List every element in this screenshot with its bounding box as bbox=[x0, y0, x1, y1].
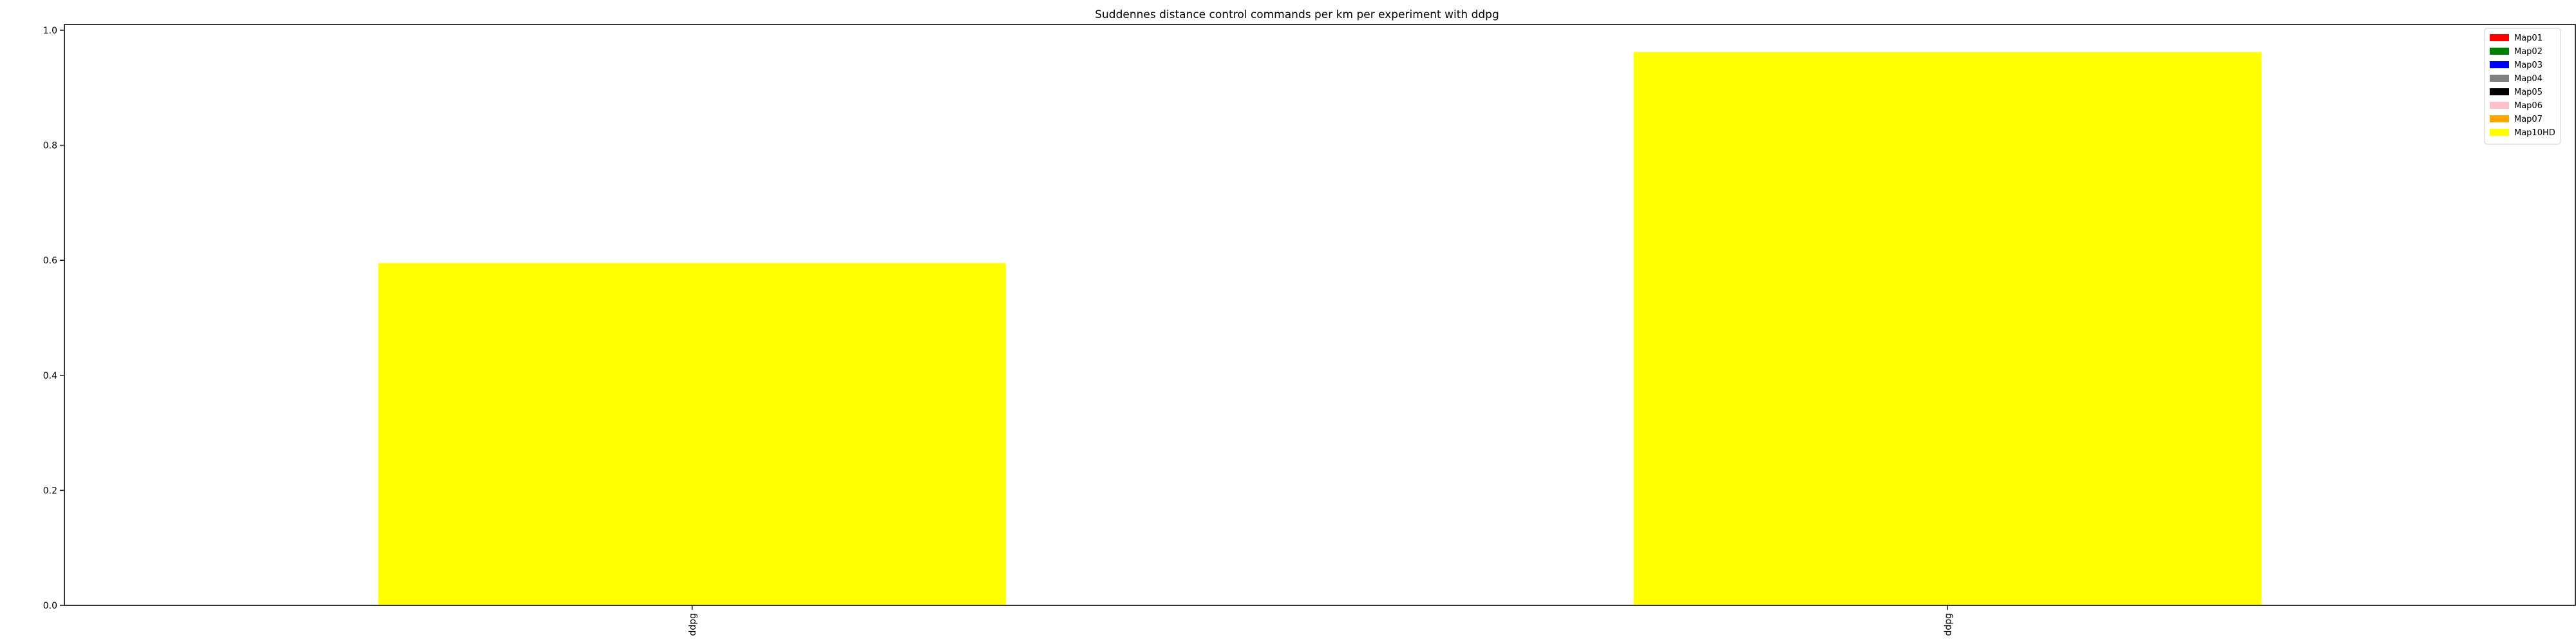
legend-label-map02: Map02 bbox=[2514, 47, 2543, 57]
legend-label-map04: Map04 bbox=[2514, 74, 2543, 84]
y-tick-label: 0.0 bbox=[43, 601, 57, 611]
legend-box bbox=[2484, 28, 2561, 145]
legend-swatch-map06 bbox=[2490, 102, 2509, 109]
legend-swatch-map02 bbox=[2490, 48, 2509, 55]
y-tick-label: 0.2 bbox=[43, 486, 57, 496]
bars-layer bbox=[378, 52, 2262, 606]
legend: Map01 Map02 Map03 Map04 Map05 Map06 Map07 Map10… bbox=[2484, 28, 2561, 145]
y-tick-label: 1.0 bbox=[43, 26, 57, 36]
bar-map10hd-1 bbox=[378, 263, 1007, 605]
x-tick-label: ddpg bbox=[688, 613, 698, 636]
legend-label-map01: Map01 bbox=[2514, 33, 2543, 43]
legend-label-map07: Map07 bbox=[2514, 115, 2543, 124]
legend-label-map05: Map05 bbox=[2514, 88, 2543, 97]
bar-map10hd-2 bbox=[1633, 52, 2262, 606]
legend-label-map06: Map06 bbox=[2514, 101, 2543, 111]
legend-swatch-map04 bbox=[2490, 75, 2509, 82]
legend-swatch-map05 bbox=[2490, 88, 2509, 95]
plot-frame bbox=[64, 24, 2576, 606]
y-axis: 0.0 0.2 0.4 0.6 0.8 1.0 bbox=[43, 26, 64, 611]
legend-label-map10hd: Map10HD bbox=[2514, 128, 2555, 138]
legend-swatch-map01 bbox=[2490, 34, 2509, 41]
legend-swatch-map10hd bbox=[2490, 129, 2509, 136]
y-tick-label: 0.8 bbox=[43, 141, 57, 151]
y-tick-label: 0.4 bbox=[43, 371, 57, 381]
legend-swatch-map07 bbox=[2490, 115, 2509, 122]
legend-label-map03: Map03 bbox=[2514, 61, 2543, 70]
legend-swatch-map03 bbox=[2490, 61, 2509, 68]
x-axis: ddpg ddpg bbox=[688, 605, 1953, 636]
y-tick-label: 0.6 bbox=[43, 256, 57, 266]
x-tick-label: ddpg bbox=[1943, 613, 1953, 636]
chart-title: Suddennes distance control commands per … bbox=[1095, 8, 1499, 21]
